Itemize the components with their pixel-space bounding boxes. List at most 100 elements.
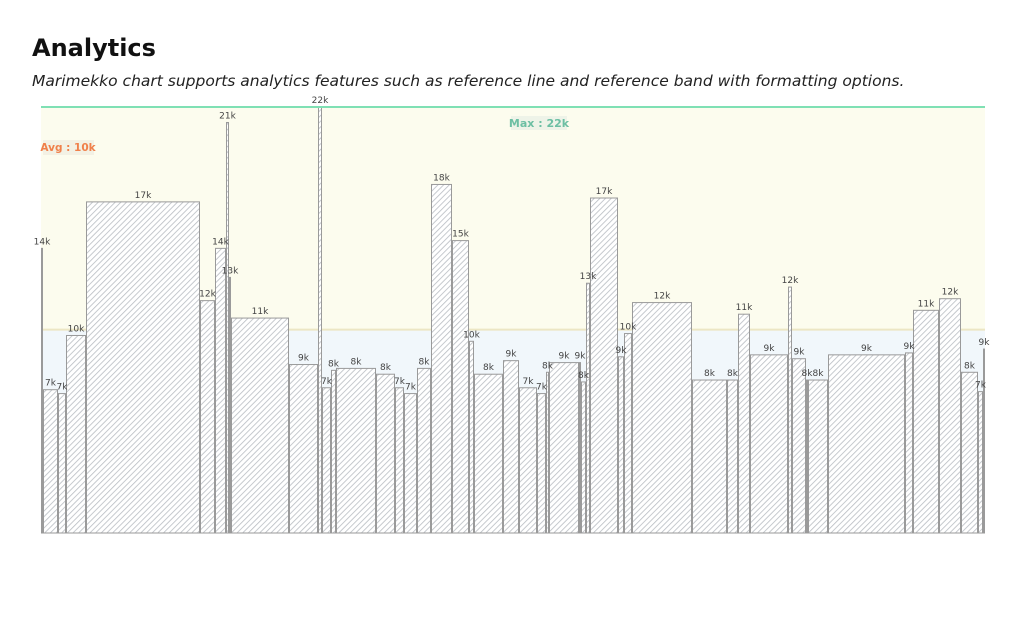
bar <box>546 371 549 534</box>
data-label: 7k <box>536 383 548 393</box>
bar <box>692 379 727 534</box>
avg-label-background <box>43 140 94 155</box>
data-label: 8k <box>483 363 495 373</box>
bar <box>579 362 581 534</box>
data-label: 8k <box>542 361 554 371</box>
data-label: 22k <box>312 96 329 106</box>
bar <box>86 201 200 534</box>
bar <box>395 387 404 534</box>
data-label: 8k <box>704 369 716 379</box>
bar-group <box>41 106 985 534</box>
data-label: 9k <box>861 344 873 354</box>
bar <box>519 387 537 534</box>
data-label: 8k <box>964 361 976 371</box>
data-label: 8k <box>802 369 814 379</box>
bar <box>983 348 985 534</box>
bar <box>503 360 519 534</box>
bar <box>537 393 546 534</box>
data-label: 11k <box>918 299 935 309</box>
data-label: 10k <box>68 324 85 334</box>
bar <box>590 197 618 534</box>
bar <box>226 121 229 534</box>
data-label: 17k <box>596 187 613 197</box>
bar <box>586 282 590 534</box>
bar <box>727 379 738 534</box>
data-label: 12k <box>942 288 959 298</box>
data-label: 7k <box>394 377 406 387</box>
bar <box>474 373 503 534</box>
bar <box>229 276 231 534</box>
data-label: 9k <box>616 346 628 356</box>
max-label-background <box>511 116 567 130</box>
data-label: 10k <box>463 330 480 340</box>
data-label: 17k <box>135 191 152 201</box>
data-label: 12k <box>782 276 799 286</box>
bar <box>431 183 452 534</box>
data-label: 8k <box>813 369 825 379</box>
data-label: 7k <box>523 377 535 387</box>
bar <box>581 381 586 534</box>
data-label: 9k <box>794 348 806 358</box>
bar <box>41 247 43 534</box>
data-label: 8k <box>578 371 590 381</box>
data-label: 14k <box>34 237 51 247</box>
bar <box>318 106 322 534</box>
bar <box>828 354 905 534</box>
data-label: 12k <box>654 292 671 302</box>
data-label: 8k <box>419 357 431 367</box>
bar <box>331 369 336 534</box>
data-label: 9k <box>904 342 916 352</box>
data-label: 14k <box>212 237 229 247</box>
reference-lines: Max : 22k Avg : 10k <box>40 106 985 155</box>
data-label: 18k <box>433 173 450 183</box>
data-label: 7k <box>975 381 987 391</box>
bar <box>618 356 624 534</box>
avg-label: Avg : 10k <box>40 142 96 154</box>
bar <box>806 379 808 534</box>
data-label: 8k <box>328 359 340 369</box>
data-label: 9k <box>575 352 587 362</box>
bar <box>404 393 417 534</box>
bar <box>549 362 579 534</box>
bar <box>624 333 632 534</box>
bar <box>215 247 226 534</box>
data-label: 8k <box>380 363 392 373</box>
data-label: 7k <box>405 383 417 393</box>
bar <box>788 286 792 534</box>
bar <box>452 240 469 534</box>
page-subtitle: Marimekko chart supports analytics featu… <box>32 72 905 90</box>
bar <box>939 298 961 534</box>
data-label: 9k <box>559 352 571 362</box>
data-label: 13k <box>580 272 597 282</box>
data-label: 9k <box>764 344 776 354</box>
bar <box>792 358 806 534</box>
bar <box>231 317 289 534</box>
bar <box>738 313 750 534</box>
bar <box>469 340 474 534</box>
bar <box>43 389 58 534</box>
bar <box>750 354 788 534</box>
bar <box>905 352 913 534</box>
data-label: 7k <box>45 379 57 389</box>
bar <box>200 300 215 534</box>
data-label: 13k <box>222 266 239 276</box>
data-label: 10k <box>620 323 637 333</box>
data-label: 9k <box>979 338 991 348</box>
bar <box>58 393 66 534</box>
data-label: 21k <box>219 111 236 121</box>
data-label: 11k <box>736 303 753 313</box>
bar <box>808 379 828 534</box>
data-label: 7k <box>321 377 333 387</box>
bar <box>322 387 331 534</box>
bar <box>978 391 983 534</box>
bar <box>632 302 692 534</box>
data-label: 8k <box>351 357 363 367</box>
data-label: 7k <box>57 383 69 393</box>
data-label: 9k <box>298 354 310 364</box>
data-label: 12k <box>199 290 216 300</box>
data-label: 11k <box>252 307 269 317</box>
data-label: 9k <box>506 350 518 360</box>
bar <box>913 309 939 534</box>
